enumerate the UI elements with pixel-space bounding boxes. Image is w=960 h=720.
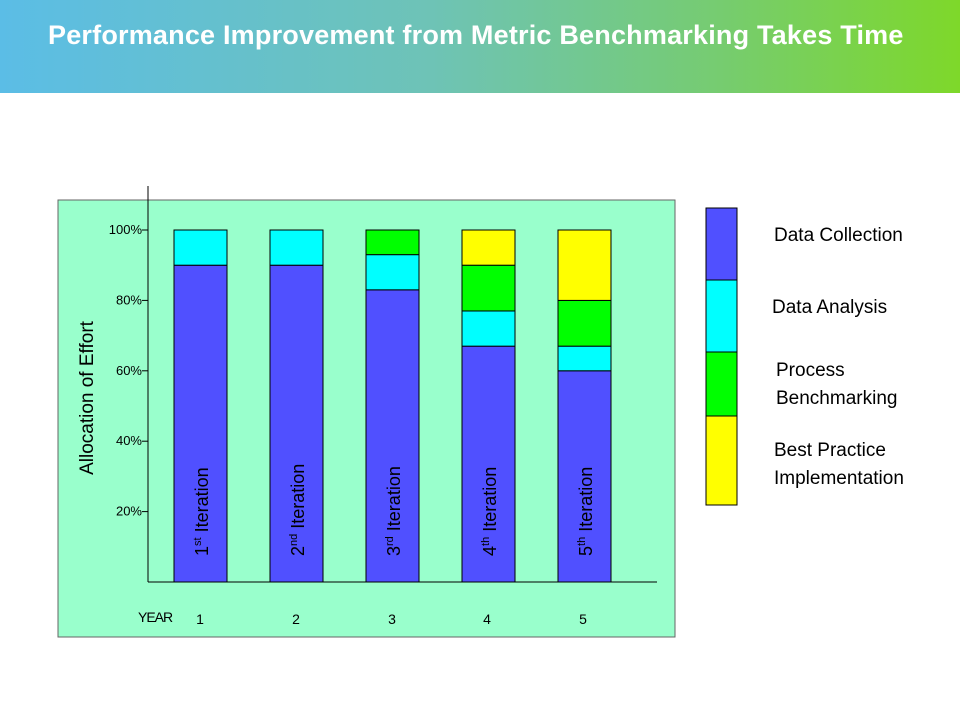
legend-label: Data Collection <box>774 222 903 250</box>
legend-label: Best Practice Implementation <box>774 437 904 493</box>
bar-iteration-label: 5th Iteration <box>576 467 596 556</box>
legend-label: Process Benchmarking <box>776 357 897 413</box>
y-tick-label: 100% <box>109 222 143 237</box>
y-axis-title: Allocation of Effort <box>77 320 98 475</box>
bar-segment <box>557 299 612 347</box>
title-banner: Performance Improvement from Metric Benc… <box>0 0 960 93</box>
x-tick-label: 2 <box>292 611 300 627</box>
bar-segment <box>557 229 612 301</box>
bar-segment <box>461 229 516 266</box>
legend-swatch <box>705 351 738 417</box>
legend-label-line: Process <box>776 360 845 381</box>
y-tick-label: 80% <box>116 292 142 307</box>
bar-segment <box>365 229 420 256</box>
bar-iteration-label: 4th Iteration <box>480 467 500 556</box>
bar-segment <box>269 264 324 583</box>
legend-label-line: Data Analysis <box>772 297 888 318</box>
bar-iteration-label: 2nd Iteration <box>288 464 308 556</box>
bar-segment <box>461 264 516 312</box>
slide-title: Performance Improvement from Metric Benc… <box>48 20 904 50</box>
legend-swatch <box>705 415 738 506</box>
legend-label-line: Implementation <box>774 468 904 489</box>
legend-label-line: Benchmarking <box>776 388 898 409</box>
legend-label: Data Analysis <box>772 294 887 322</box>
bar-iteration-label: 1st Iteration <box>192 467 212 556</box>
y-tick-label: 40% <box>116 433 142 448</box>
x-tick-label: 3 <box>388 611 396 627</box>
bar-segment <box>173 229 228 266</box>
y-tick-label: 20% <box>116 504 142 519</box>
bar-segment <box>557 370 612 583</box>
bar-segment <box>557 345 612 372</box>
bar-segment <box>269 229 324 266</box>
legend-swatch <box>705 207 738 281</box>
x-tick-label: 1 <box>196 611 204 627</box>
x-tick-label: 5 <box>579 611 587 627</box>
y-tick-label: 60% <box>116 363 142 378</box>
x-tick-label: 4 <box>483 611 491 627</box>
bar-segment <box>365 254 420 291</box>
legend-label-line: Data Collection <box>774 225 903 246</box>
bar-segment <box>365 289 420 583</box>
bar-segment <box>173 264 228 583</box>
bar-segment <box>461 345 516 583</box>
legend-label-line: Best Practice <box>774 440 886 461</box>
legend-swatch <box>705 279 738 353</box>
x-axis-title: YEAR <box>138 609 173 625</box>
bar-iteration-label: 3rd Iteration <box>384 466 404 556</box>
bar-segment <box>461 310 516 347</box>
